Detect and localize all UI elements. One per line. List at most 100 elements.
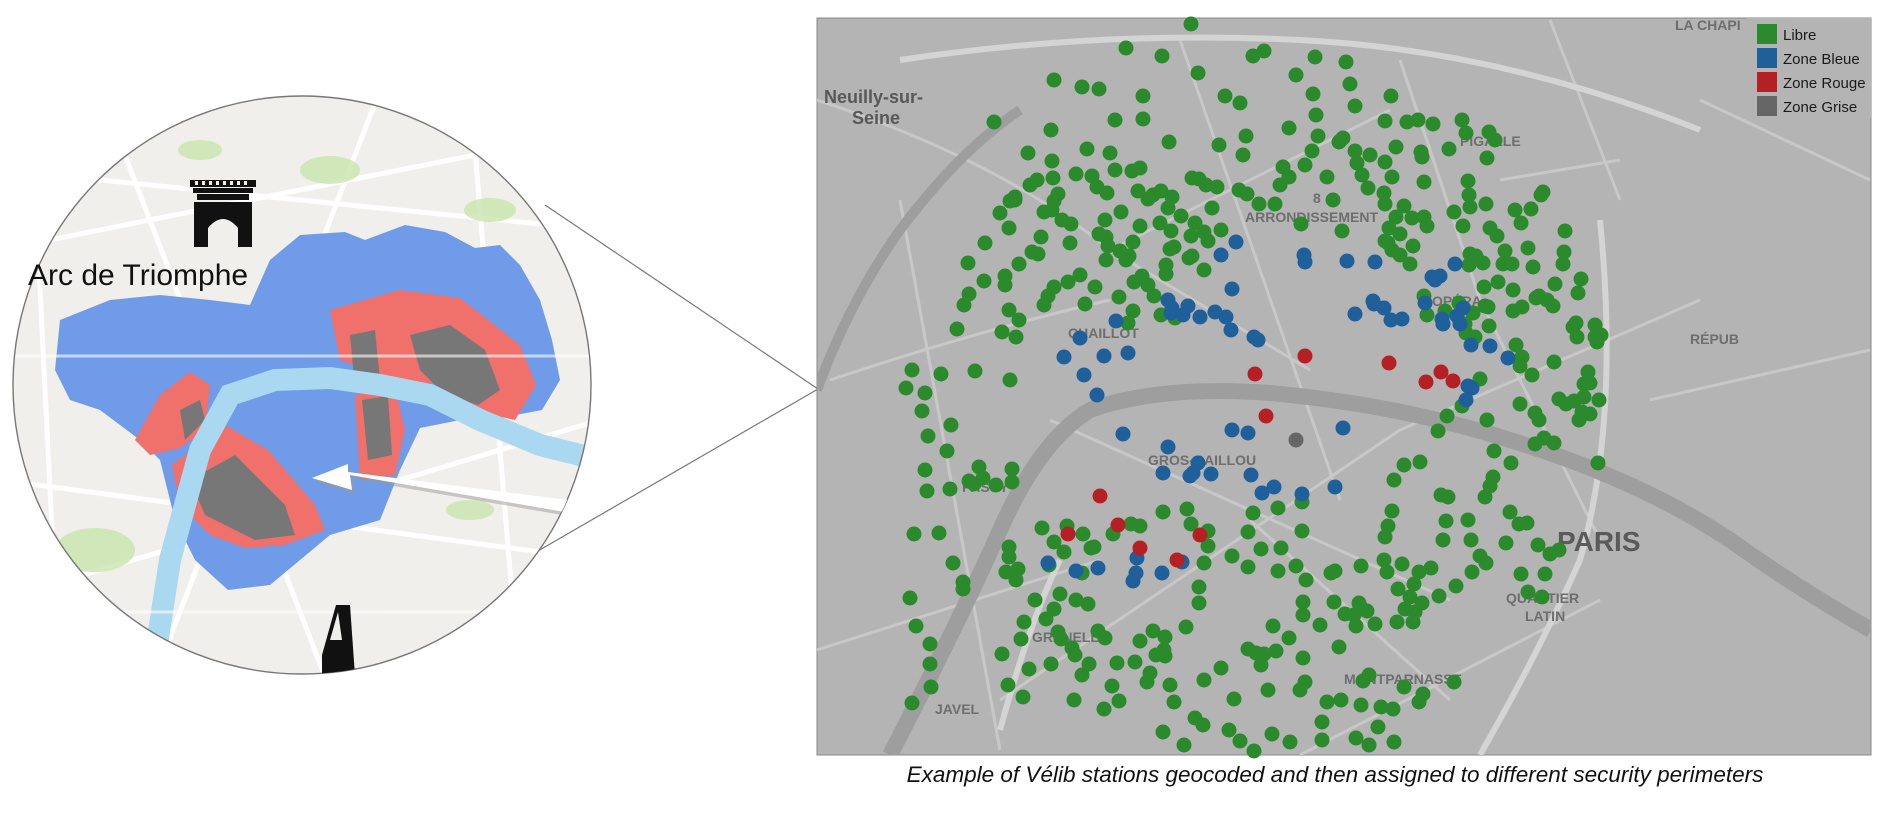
station-marker-libre [1264, 726, 1280, 742]
station-marker-libre [1173, 208, 1189, 224]
station-marker-libre [1062, 235, 1078, 251]
station-marker-zone-bleue [1203, 466, 1219, 482]
station-marker-libre [1091, 226, 1107, 242]
station-marker-libre [977, 235, 993, 251]
station-marker-libre [1155, 724, 1171, 740]
station-marker-libre [922, 656, 938, 672]
station-marker-libre [1307, 49, 1323, 65]
station-marker-libre [1558, 396, 1574, 412]
station-marker-libre [1430, 423, 1446, 439]
station-marker-libre [1513, 566, 1529, 582]
station-marker-libre [1238, 128, 1254, 144]
station-marker-libre [1087, 279, 1103, 295]
station-marker-libre [1145, 623, 1161, 639]
station-marker-zone-rouge [1132, 540, 1148, 556]
station-marker-libre [906, 526, 922, 542]
station-marker-libre [1455, 218, 1471, 234]
inset-border [12, 95, 592, 675]
station-marker-libre [1533, 187, 1549, 203]
station-marker-libre [1211, 137, 1227, 153]
station-marker-libre [1523, 201, 1539, 217]
station-marker-zone-bleue [1056, 349, 1072, 365]
station-marker-libre [1293, 216, 1309, 232]
station-marker-libre [1183, 516, 1199, 532]
station-marker-libre [1489, 228, 1505, 244]
station-marker-libre [1481, 318, 1497, 334]
station-marker-zone-bleue [1180, 298, 1196, 314]
station-marker-libre [1479, 412, 1495, 428]
station-marker-libre [1402, 589, 1418, 605]
station-marker-libre [1571, 412, 1587, 428]
station-marker-libre [1524, 367, 1540, 383]
station-marker-libre [1294, 523, 1310, 539]
station-marker-libre [1273, 540, 1289, 556]
station-marker-libre [1314, 732, 1330, 748]
station-marker-libre [1162, 241, 1178, 257]
station-marker-libre [1376, 185, 1392, 201]
station-marker-zone-rouge [1247, 366, 1263, 382]
station-marker-libre [1487, 132, 1503, 148]
station-marker-libre [1125, 234, 1141, 250]
station-marker-libre [1209, 179, 1225, 195]
station-marker-libre [1298, 572, 1314, 588]
station-marker-libre [1245, 505, 1261, 521]
station-marker-libre [1281, 120, 1297, 136]
station-marker-libre [1196, 262, 1212, 278]
station-marker-libre [1068, 592, 1084, 608]
station-marker-libre [1362, 147, 1378, 163]
station-marker-libre [1314, 714, 1330, 730]
station-marker-zone-bleue [1228, 234, 1244, 250]
station-marker-zone-bleue [1243, 467, 1259, 483]
station-marker-libre [1406, 576, 1422, 592]
station-marker-libre [1011, 256, 1027, 272]
station-marker-libre [1347, 98, 1363, 114]
station-marker-zone-bleue [1367, 254, 1383, 270]
station-marker-libre [1361, 667, 1377, 683]
station-marker-libre [1232, 95, 1248, 111]
station-marker-libre [1096, 701, 1112, 717]
station-marker-libre [1015, 689, 1031, 705]
station-marker-libre [1099, 185, 1115, 201]
station-marker-libre [1176, 737, 1192, 753]
inset-zone-rouge-2 [135, 372, 210, 455]
station-marker-libre [1590, 455, 1606, 471]
station-marker-zone-rouge [1445, 373, 1461, 389]
station-marker-libre [1183, 16, 1199, 32]
station-marker-libre [1221, 722, 1237, 738]
station-marker-libre [961, 286, 977, 302]
station-marker-zone-bleue [1394, 311, 1410, 327]
station-marker-libre [994, 646, 1010, 662]
station-marker-libre [939, 443, 955, 459]
station-marker-libre [1591, 392, 1607, 408]
station-marker-libre [1010, 561, 1026, 577]
label-neuilly: Neuilly-sur- [824, 87, 923, 107]
station-marker-libre [1464, 564, 1480, 580]
station-marker-libre [1127, 654, 1143, 670]
station-marker-libre [1034, 520, 1050, 536]
station-marker-libre [1183, 228, 1199, 244]
station-marker-libre [908, 618, 924, 634]
station-marker-libre [1512, 358, 1528, 374]
station-marker-libre [1213, 222, 1229, 238]
station-marker-zone-rouge [1169, 552, 1185, 568]
station-marker-libre [1423, 560, 1439, 576]
station-marker-libre [1557, 223, 1573, 239]
stations-layer [898, 16, 1609, 759]
station-marker-libre [1125, 303, 1141, 319]
station-marker-libre [1153, 183, 1169, 199]
station-marker-libre [1016, 614, 1032, 630]
label-arrondissement-number: 8 [1313, 190, 1321, 206]
station-marker-libre [1200, 538, 1216, 554]
station-marker-libre [1134, 268, 1150, 284]
station-marker-libre [1043, 122, 1059, 138]
station-marker-libre [1091, 81, 1107, 97]
station-marker-libre [1480, 299, 1496, 315]
station-marker-libre [1513, 215, 1529, 231]
station-marker-zone-bleue [1463, 337, 1479, 353]
station-marker-libre [1046, 279, 1062, 295]
station-marker-libre [1067, 647, 1083, 663]
station-marker-zone-bleue [1383, 312, 1399, 328]
station-marker-libre [1304, 143, 1320, 159]
station-marker-libre [1527, 436, 1543, 452]
station-marker-libre [1468, 248, 1484, 264]
